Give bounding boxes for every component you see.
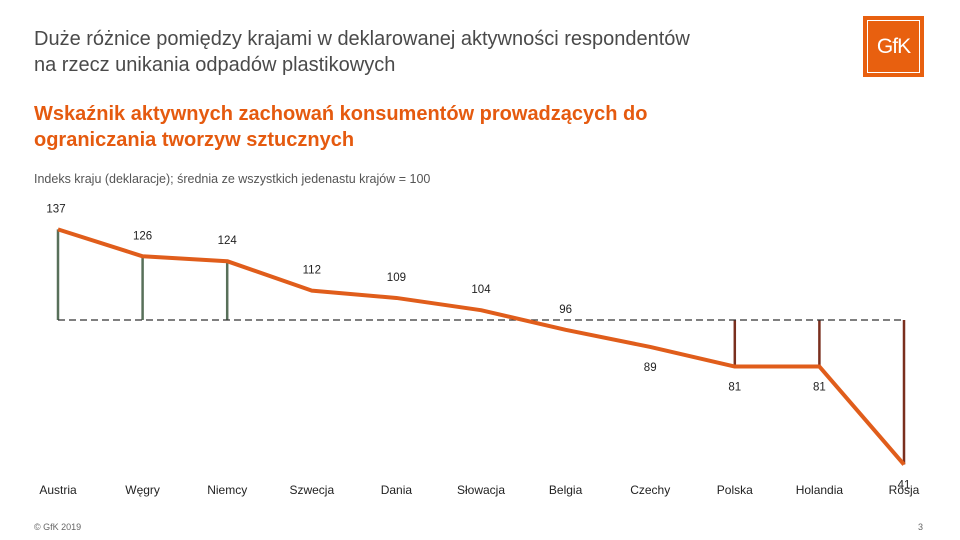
gfk-logo: GfK [863, 16, 924, 77]
chart-note: Indeks kraju (deklaracje); średnia ze ws… [34, 172, 431, 186]
gfk-logo-text: GfK [867, 20, 920, 73]
drop-lines [56, 229, 906, 465]
category-label: Holandia [796, 483, 844, 497]
data-label: 126 [133, 230, 152, 242]
data-label: 41 [898, 480, 911, 492]
category-label: Polska [717, 483, 753, 497]
data-label: 109 [387, 272, 406, 284]
category-label: Czechy [630, 483, 670, 497]
data-label: 112 [303, 265, 321, 277]
data-label: 81 [813, 382, 826, 394]
category-label: Rosja [889, 483, 920, 497]
category-label: Belgia [549, 483, 583, 497]
data-label: 137 [46, 203, 65, 215]
series-line [57, 227, 906, 466]
category-label: Austria [39, 483, 77, 497]
data-label: 89 [644, 362, 657, 374]
page-title: Duże różnice pomiędzy krajami w deklarow… [34, 28, 690, 76]
value-labels: 137 126 124 112 109 104 96 89 81 81 41 [46, 203, 910, 491]
data-label: 81 [728, 382, 741, 394]
data-label: 96 [559, 304, 572, 316]
chart-subtitle: Wskaźnik aktywnych zachowań konsumentów … [34, 103, 648, 151]
page-number: 3 [918, 522, 924, 532]
data-label: 104 [471, 284, 491, 296]
category-labels: Austria Węgry Niemcy Szwecja Dania Słowacja Be… [39, 483, 919, 497]
copyright: © GfK 2019 [34, 522, 82, 532]
category-label: Szwecja [289, 483, 334, 497]
category-label: Słowacja [457, 483, 505, 497]
category-label: Dania [381, 483, 413, 497]
category-label: Niemcy [207, 483, 247, 497]
category-label: Węgry [125, 483, 160, 497]
data-label: 124 [218, 235, 238, 247]
